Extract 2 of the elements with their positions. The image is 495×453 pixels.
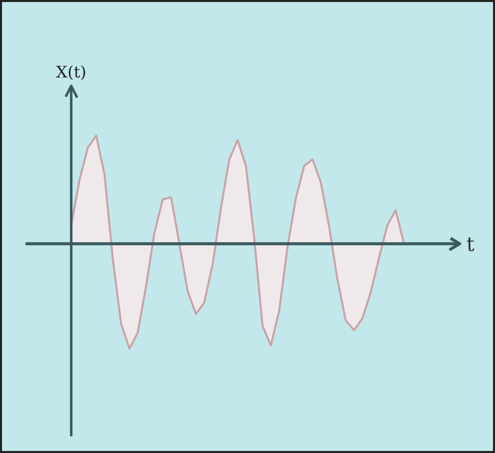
y-axis-title: X(t) <box>56 62 86 82</box>
x-axis-title: t <box>466 232 474 256</box>
